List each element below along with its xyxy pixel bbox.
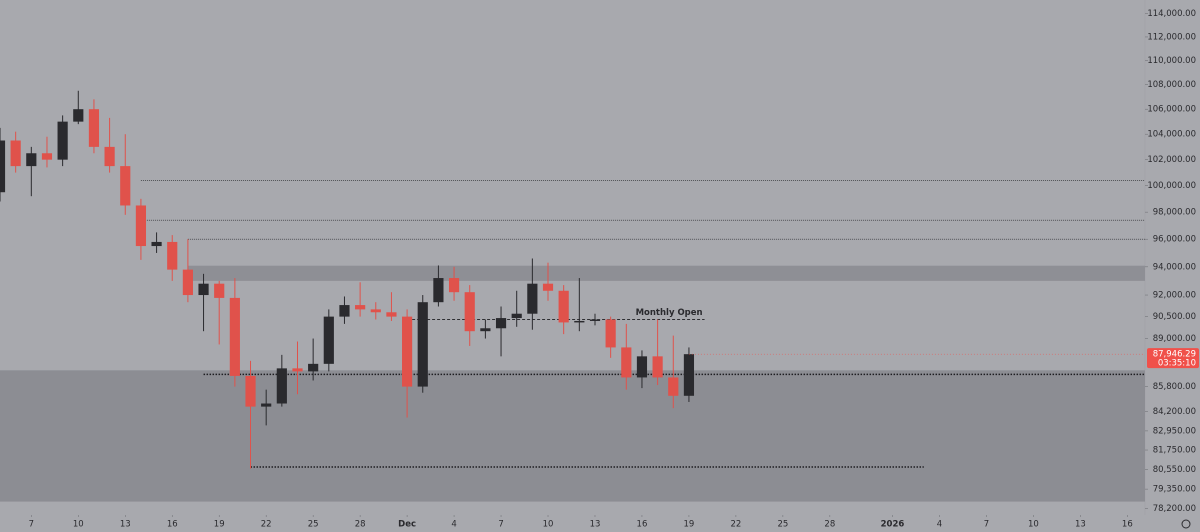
- candle-body: [668, 377, 679, 396]
- candle-body: [73, 109, 84, 122]
- settings-icon[interactable]: [1181, 519, 1191, 529]
- y-tick-label: 96,000.00: [1153, 235, 1196, 245]
- candle-body: [229, 297, 240, 376]
- y-tick-label: 78,200.00: [1153, 504, 1196, 514]
- candle-body: [683, 354, 695, 396]
- candle-body: [41, 153, 53, 160]
- y-tick-label: 85,800.00: [1153, 382, 1196, 392]
- candle-body: [574, 320, 585, 323]
- candle-body: [589, 319, 601, 321]
- candle-body: [480, 328, 491, 332]
- last-price-box: [1147, 348, 1199, 369]
- candle-body: [214, 283, 225, 298]
- x-tick-label: 7: [498, 520, 503, 530]
- candle-body: [527, 283, 538, 314]
- y-tick-label: 90,500.00: [1153, 312, 1196, 322]
- candle-body: [182, 269, 193, 296]
- x-tick-label: 16: [167, 520, 178, 530]
- x-tick-label: 19: [684, 520, 695, 530]
- x-tick-label: 13: [120, 520, 131, 530]
- x-tick-label: 10: [543, 520, 554, 530]
- y-tick-label: 94,000.00: [1153, 262, 1196, 272]
- candle-body: [495, 318, 507, 329]
- candle-body: [636, 356, 648, 378]
- x-tick-label: 16: [1122, 520, 1133, 530]
- x-tick-label: 4: [451, 520, 456, 530]
- y-tick-label: 79,350.00: [1153, 485, 1196, 495]
- level-label: Monthly Open: [636, 308, 703, 318]
- y-tick-label: 81,750.00: [1153, 446, 1196, 456]
- x-tick-label: 2026: [881, 520, 905, 530]
- x-tick-label: 25: [308, 520, 319, 530]
- y-tick-label: 106,000.00: [1147, 105, 1196, 115]
- candle-body: [292, 368, 303, 372]
- y-tick-label: 104,000.00: [1147, 130, 1196, 140]
- x-tick-label: 25: [777, 520, 788, 530]
- candle-body: [26, 153, 37, 167]
- x-tick-label: 13: [1075, 520, 1086, 530]
- y-tick-label: 110,000.00: [1147, 56, 1196, 66]
- y-tick-label: 84,200.00: [1153, 407, 1196, 417]
- y-tick-label: 89,000.00: [1153, 334, 1196, 344]
- candle-body: [464, 292, 475, 332]
- x-tick-label: 4: [937, 520, 942, 530]
- y-tick-label: 114,000.00: [1147, 9, 1196, 19]
- candle-body: [402, 316, 413, 387]
- candle-body: [245, 375, 256, 407]
- candle-body: [448, 278, 460, 293]
- candle-body: [88, 109, 100, 147]
- x-tick-label: 7: [29, 520, 34, 530]
- candle-body: [198, 283, 209, 296]
- candle-body: [10, 140, 21, 167]
- x-tick-label: Dec: [398, 520, 416, 530]
- y-tick-label: 112,000.00: [1147, 32, 1196, 42]
- x-tick-label: 22: [261, 520, 272, 530]
- candle-body: [135, 205, 147, 247]
- x-tick-label: 22: [730, 520, 741, 530]
- candle-body: [652, 356, 663, 378]
- last-price-label: 87,946.29: [1153, 350, 1196, 360]
- y-tick-label: 102,000.00: [1147, 155, 1196, 165]
- y-tick-label: 92,000.00: [1153, 291, 1196, 301]
- x-tick-label: 19: [214, 520, 225, 530]
- candle-body: [558, 290, 569, 323]
- x-tick-label: 13: [590, 520, 601, 530]
- y-tick-label: 100,000.00: [1147, 181, 1196, 191]
- x-tick-label: 28: [824, 520, 835, 530]
- zone: [0, 370, 1145, 502]
- candle-body: [621, 347, 632, 378]
- candle-body: [417, 302, 428, 387]
- candle-body: [339, 305, 350, 317]
- candle-body: [370, 309, 381, 313]
- candle-body: [605, 319, 616, 348]
- candle-body: [433, 278, 444, 303]
- y-tick-label: 98,000.00: [1153, 208, 1196, 218]
- zone: [187, 265, 1146, 281]
- candle-body: [120, 166, 131, 206]
- x-tick-label: 16: [637, 520, 648, 530]
- y-tick-label: 80,550.00: [1153, 465, 1196, 475]
- x-tick-label: 7: [984, 520, 989, 530]
- x-tick-label: 10: [1028, 520, 1039, 530]
- candle-body: [511, 313, 522, 319]
- candle-body: [386, 312, 397, 317]
- candle-body: [323, 316, 334, 364]
- candle-body: [276, 368, 287, 404]
- candle-body: [261, 403, 272, 407]
- candle-body: [57, 121, 68, 160]
- candle-body: [308, 363, 319, 372]
- y-tick-label: 108,000.00: [1147, 80, 1196, 90]
- x-tick-label: 10: [73, 520, 84, 530]
- candle-body: [0, 140, 6, 193]
- candle-body: [167, 241, 178, 270]
- candle-body: [355, 305, 366, 310]
- candle-body: [151, 241, 162, 247]
- candle-body: [104, 146, 115, 167]
- x-tick-label: 28: [355, 520, 366, 530]
- candle-body: [542, 283, 554, 291]
- y-tick-label: 82,950.00: [1153, 426, 1196, 436]
- countdown: 03:35:10: [1158, 359, 1196, 369]
